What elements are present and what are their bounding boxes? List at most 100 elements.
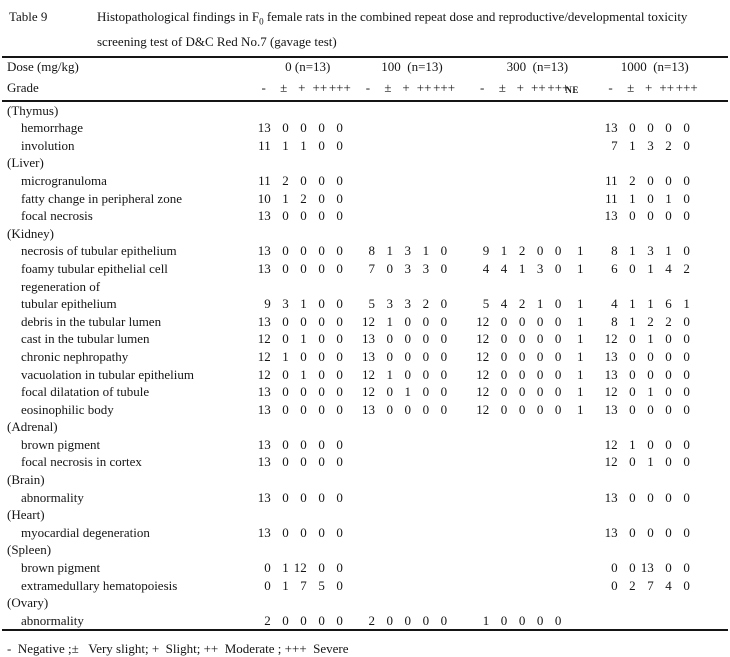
count-cell: 0 [336, 260, 343, 276]
row-label: myocardial degeneration [21, 524, 150, 540]
count-cell: 1 [647, 296, 654, 312]
count-cell [547, 278, 565, 296]
count-cell [329, 225, 347, 243]
count-cell [433, 541, 451, 559]
count-cell: 0 [500, 331, 508, 347]
count-cell [622, 612, 640, 631]
count-cell: 2 [647, 313, 654, 329]
count-cell [676, 154, 694, 172]
count-cell [529, 559, 547, 577]
count-cell: 0 [683, 384, 690, 400]
spacer [694, 57, 728, 77]
count-cell [397, 594, 415, 612]
finding-row: abnormality 2 0 0 0 0 2 0 0 0 0 1 0 0 0 0 [2, 612, 728, 631]
spacer [588, 436, 600, 454]
spacer [694, 383, 728, 401]
finding-row: eosinophilic body 13 0 0 0 0 13 0 0 0 0 12 0 0 0 0 1 13 0 0… [2, 401, 728, 419]
count-cell: 3 [282, 296, 289, 312]
spacer [347, 278, 357, 296]
count-cell: 0 [629, 208, 636, 224]
count-cell: 0 [554, 243, 562, 259]
row-label: (Kidney) [7, 225, 54, 241]
row-label: extramedullary hematopoiesis [21, 577, 178, 593]
organ-row: (Kidney) [2, 225, 728, 243]
count-cell [511, 190, 529, 208]
count-cell [676, 506, 694, 524]
count-cell: 1 [300, 296, 307, 312]
spacer [693, 76, 728, 102]
count-cell: 0 [683, 172, 690, 188]
count-cell: 0 [629, 454, 636, 470]
count-cell: 1 [482, 612, 490, 628]
count-cell [379, 207, 397, 225]
count-cell: 0 [683, 560, 690, 576]
count-cell [547, 471, 565, 489]
count-cell: 0 [647, 524, 654, 540]
count-cell: 11 [258, 137, 271, 153]
spacer [347, 577, 357, 595]
spacer [451, 489, 471, 507]
count-cell [511, 101, 529, 120]
finding-row: tubular epithelium 9 3 1 0 0 5 3 3 2 0 5 4 2 1 0 1 4 1 1 6 1 [2, 295, 728, 313]
count-cell [547, 190, 565, 208]
count-cell: 0 [500, 366, 508, 382]
count-cell: 1 [629, 190, 636, 206]
count-cell: 0 [683, 348, 690, 364]
spacer [347, 366, 357, 384]
count-cell: 0 [683, 331, 690, 347]
count-cell: 0 [665, 366, 672, 382]
spacer [694, 612, 728, 631]
spacer [347, 401, 357, 419]
count-cell: 0 [629, 366, 636, 382]
count-cell [357, 559, 379, 577]
count-cell: 1 [665, 190, 672, 206]
count-cell: 0 [500, 348, 508, 364]
count-cell [511, 471, 529, 489]
dose-group-header: 100 (n=13) [381, 59, 443, 75]
row-label: vacuolation in tubular epithelium [21, 366, 194, 382]
count-cell: 11 [605, 172, 618, 188]
count-cell: 0 [422, 366, 430, 382]
count-cell [397, 489, 415, 507]
count-cell: 13 [257, 260, 271, 276]
count-cell: 0 [282, 120, 289, 136]
count-cell: 1 [647, 454, 654, 470]
count-cell: 0 [300, 348, 307, 364]
row-label: brown pigment [21, 436, 101, 452]
count-cell: 13 [604, 524, 618, 540]
spacer [451, 506, 471, 524]
count-cell: 0 [300, 612, 307, 628]
count-cell [415, 119, 433, 137]
count-cell [565, 559, 587, 577]
count-cell: 13 [604, 366, 618, 382]
spacer [588, 119, 600, 137]
count-cell [379, 577, 397, 595]
spacer [588, 366, 600, 384]
spacer [588, 348, 600, 366]
count-cell: 0 [336, 208, 343, 224]
count-cell: 0 [554, 260, 562, 276]
count-cell: 13 [640, 560, 654, 576]
count-cell [511, 506, 529, 524]
spacer [694, 524, 728, 542]
count-cell [640, 418, 658, 436]
count-cell: 0 [404, 348, 412, 364]
count-cell: 2 [518, 243, 526, 259]
organ-row: (Ovary) [2, 594, 728, 612]
finding-row: microgranuloma 11 2 0 0 0 11 2 0 0 0 [2, 172, 728, 190]
count-cell: 0 [300, 260, 307, 276]
count-cell [600, 471, 622, 489]
count-cell [511, 172, 529, 190]
count-cell: 4 [500, 260, 508, 276]
count-cell [547, 453, 565, 471]
count-cell: 0 [500, 612, 508, 628]
count-cell: 1 [683, 296, 690, 312]
count-cell [433, 207, 451, 225]
spacer [588, 594, 600, 612]
count-cell [565, 119, 587, 137]
spacer [694, 242, 728, 260]
grade-symbol: - [356, 76, 379, 102]
finding-row: foamy tubular epithelial cell 13 0 0 0 0 7 0 3 3 0… [2, 260, 728, 278]
count-cell [658, 278, 676, 296]
count-cell [600, 278, 622, 296]
